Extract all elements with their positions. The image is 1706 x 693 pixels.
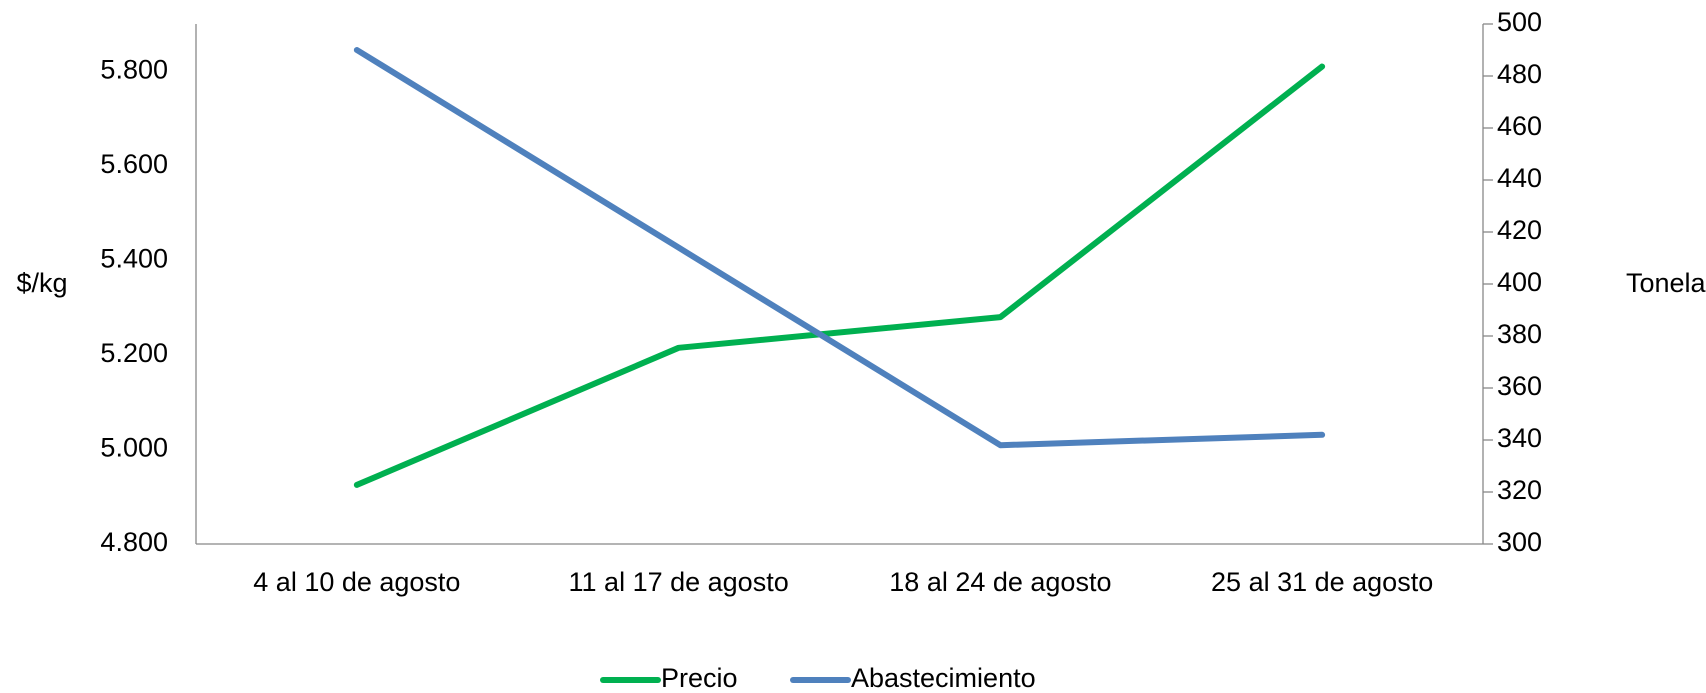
- y2-tick-label: 460: [1497, 111, 1542, 141]
- y2-axis-label: Toneladas: [1626, 268, 1706, 298]
- y-tick-label: 5.400: [100, 243, 168, 273]
- x-tick-label: 18 al 24 de agosto: [889, 567, 1111, 597]
- y2-tick-label: 480: [1497, 59, 1542, 89]
- y-tick-label: 4.800: [100, 527, 168, 557]
- y2-tick-label: 320: [1497, 475, 1542, 505]
- legend-label: Abastecimiento: [851, 663, 1036, 693]
- y-axis-label: $/kg: [16, 268, 67, 298]
- y2-tick-label: 440: [1497, 163, 1542, 193]
- y2-tick-label: 400: [1497, 267, 1542, 297]
- y-tick-label: 5.000: [100, 433, 168, 463]
- series-line: [353, 47, 1326, 449]
- y2-tick-label: 380: [1497, 319, 1542, 349]
- y-tick-label: 5.800: [100, 54, 168, 84]
- y2-tick-label: 300: [1497, 527, 1542, 557]
- y2-tick-label: 340: [1497, 423, 1542, 453]
- y2-tick-label: 360: [1497, 371, 1542, 401]
- y-tick-label: 5.200: [100, 338, 168, 368]
- x-tick-label: 4 al 10 de agosto: [253, 567, 460, 597]
- x-tick-label: 11 al 17 de agosto: [569, 567, 789, 597]
- series-line: [353, 63, 1326, 488]
- y2-tick-label: 420: [1497, 215, 1542, 245]
- y2-tick-label: 500: [1497, 7, 1542, 37]
- y-tick-label: 5.600: [100, 149, 168, 179]
- legend-label: Precio: [661, 663, 738, 693]
- x-tick-label: 25 al 31 de agosto: [1211, 567, 1433, 597]
